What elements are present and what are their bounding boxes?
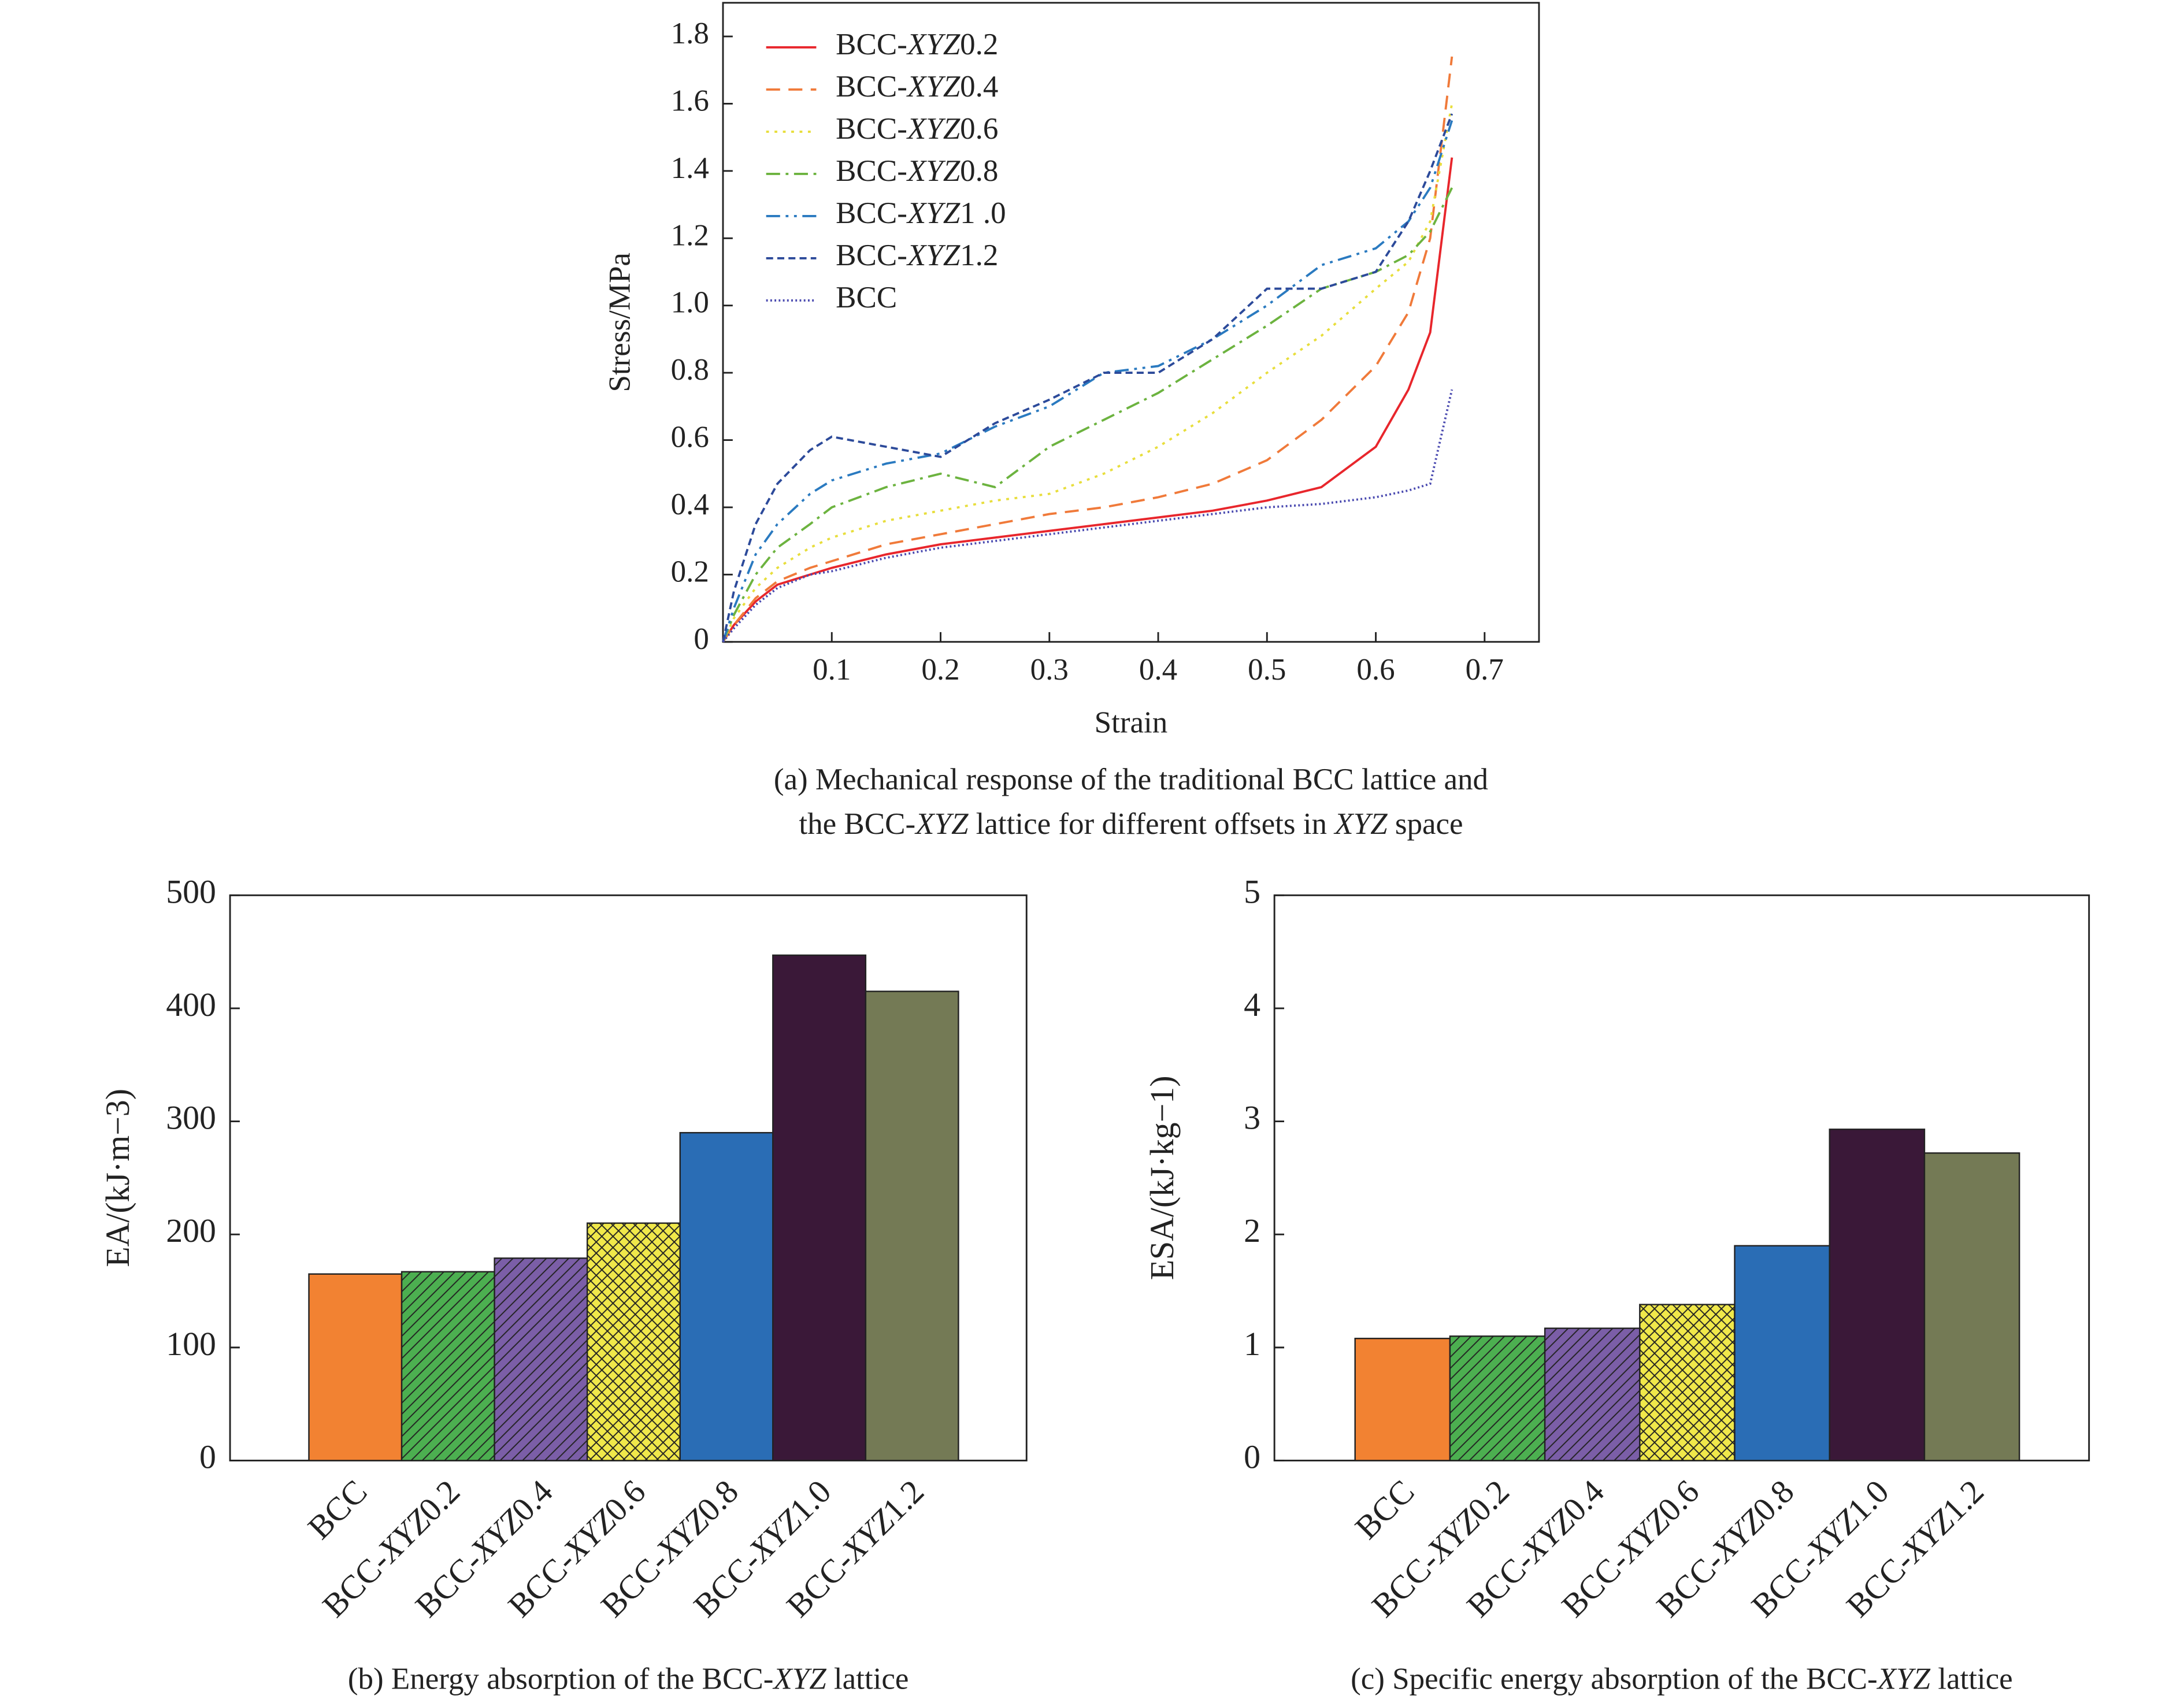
- legend-label: BCC-XYZ1 .0: [836, 196, 1006, 230]
- series-line: [722, 56, 1453, 643]
- bar: [494, 1257, 588, 1461]
- y-axis-label: Stress/MPa: [603, 253, 637, 392]
- bar: [1734, 1245, 1830, 1461]
- caption: (c) Specific energy absorption of the BC…: [1351, 1663, 2013, 1696]
- y-tick-label: 0: [694, 622, 709, 656]
- y-tick-label: 0: [1244, 1438, 1260, 1476]
- legend-label: BCC-XYZ0.8: [836, 154, 998, 188]
- bar: [679, 1131, 774, 1461]
- y-tick-label: 1.6: [671, 84, 709, 118]
- series-line: [722, 389, 1453, 643]
- y-tick-label: 100: [166, 1325, 216, 1363]
- bar: [401, 1271, 495, 1461]
- x-tick-label: 0.2: [921, 653, 959, 686]
- legend-label: BCC-XYZ0.4: [836, 70, 998, 103]
- series-line: [722, 187, 1453, 643]
- y-tick-label: 4: [1244, 986, 1260, 1023]
- x-tick-label: BCC: [301, 1472, 374, 1546]
- caption: the BCC-XYZ lattice for different offset…: [799, 807, 1463, 841]
- bar: [1544, 1327, 1641, 1461]
- y-tick-label: 500: [166, 873, 216, 911]
- legend-label: BCC-XYZ0.2: [836, 28, 998, 61]
- series-line: [722, 103, 1453, 643]
- y-tick-label: 3: [1244, 1099, 1260, 1137]
- caption: (b) Energy absorption of the BCC-XYZ lat…: [348, 1663, 909, 1696]
- legend-label: BCC: [836, 281, 897, 314]
- x-tick-label: BCC: [1348, 1472, 1422, 1546]
- y-tick-label: 0.4: [671, 488, 709, 521]
- series-line: [722, 113, 1453, 643]
- bar: [772, 954, 867, 1461]
- x-tick-label: 0.6: [1356, 653, 1395, 686]
- legend-label: BCC-XYZ1.2: [836, 239, 998, 272]
- bar: [1923, 1152, 2020, 1461]
- y-tick-label: 1: [1244, 1325, 1260, 1363]
- y-axis-label: ESA/(kJ·kg−1): [1143, 1076, 1181, 1281]
- y-axis-label: EA/(kJ·m−3): [99, 1089, 136, 1267]
- bar: [308, 1273, 403, 1461]
- x-tick-label: 0.1: [813, 653, 851, 686]
- bar: [1829, 1129, 1926, 1461]
- y-tick-label: 2: [1244, 1212, 1260, 1249]
- x-tick-label: 0.4: [1139, 653, 1177, 686]
- y-tick-label: 1.2: [671, 218, 709, 252]
- y-tick-label: 200: [166, 1212, 216, 1249]
- y-tick-label: 0.6: [671, 421, 709, 454]
- y-tick-label: 400: [166, 986, 216, 1023]
- y-tick-label: 0: [199, 1438, 216, 1476]
- caption: (a) Mechanical response of the tradition…: [774, 763, 1488, 796]
- plot-frame: [722, 2, 1540, 643]
- bar: [865, 990, 959, 1461]
- x-tick-label: 0.5: [1248, 653, 1286, 686]
- legend-label: BCC-XYZ0.6: [836, 112, 998, 146]
- x-tick-label: 0.7: [1466, 653, 1504, 686]
- y-tick-label: 0.8: [671, 353, 709, 387]
- bar: [586, 1222, 681, 1461]
- x-tick-label: 0.3: [1030, 653, 1069, 686]
- y-tick-label: 1.8: [671, 17, 709, 50]
- x-axis-label: Strain: [1095, 706, 1168, 739]
- y-tick-label: 0.2: [671, 555, 709, 589]
- y-tick-label: 300: [166, 1099, 216, 1137]
- y-tick-label: 5: [1244, 873, 1260, 911]
- bar: [1449, 1335, 1546, 1461]
- y-tick-label: 1.4: [671, 151, 709, 185]
- series-line: [722, 157, 1453, 643]
- bar: [1639, 1304, 1736, 1461]
- y-tick-label: 1.0: [671, 286, 709, 320]
- bar: [1354, 1338, 1451, 1461]
- series-line: [722, 120, 1453, 643]
